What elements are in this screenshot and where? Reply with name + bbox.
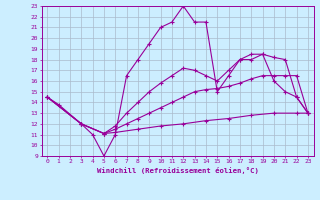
X-axis label: Windchill (Refroidissement éolien,°C): Windchill (Refroidissement éolien,°C)	[97, 167, 259, 174]
